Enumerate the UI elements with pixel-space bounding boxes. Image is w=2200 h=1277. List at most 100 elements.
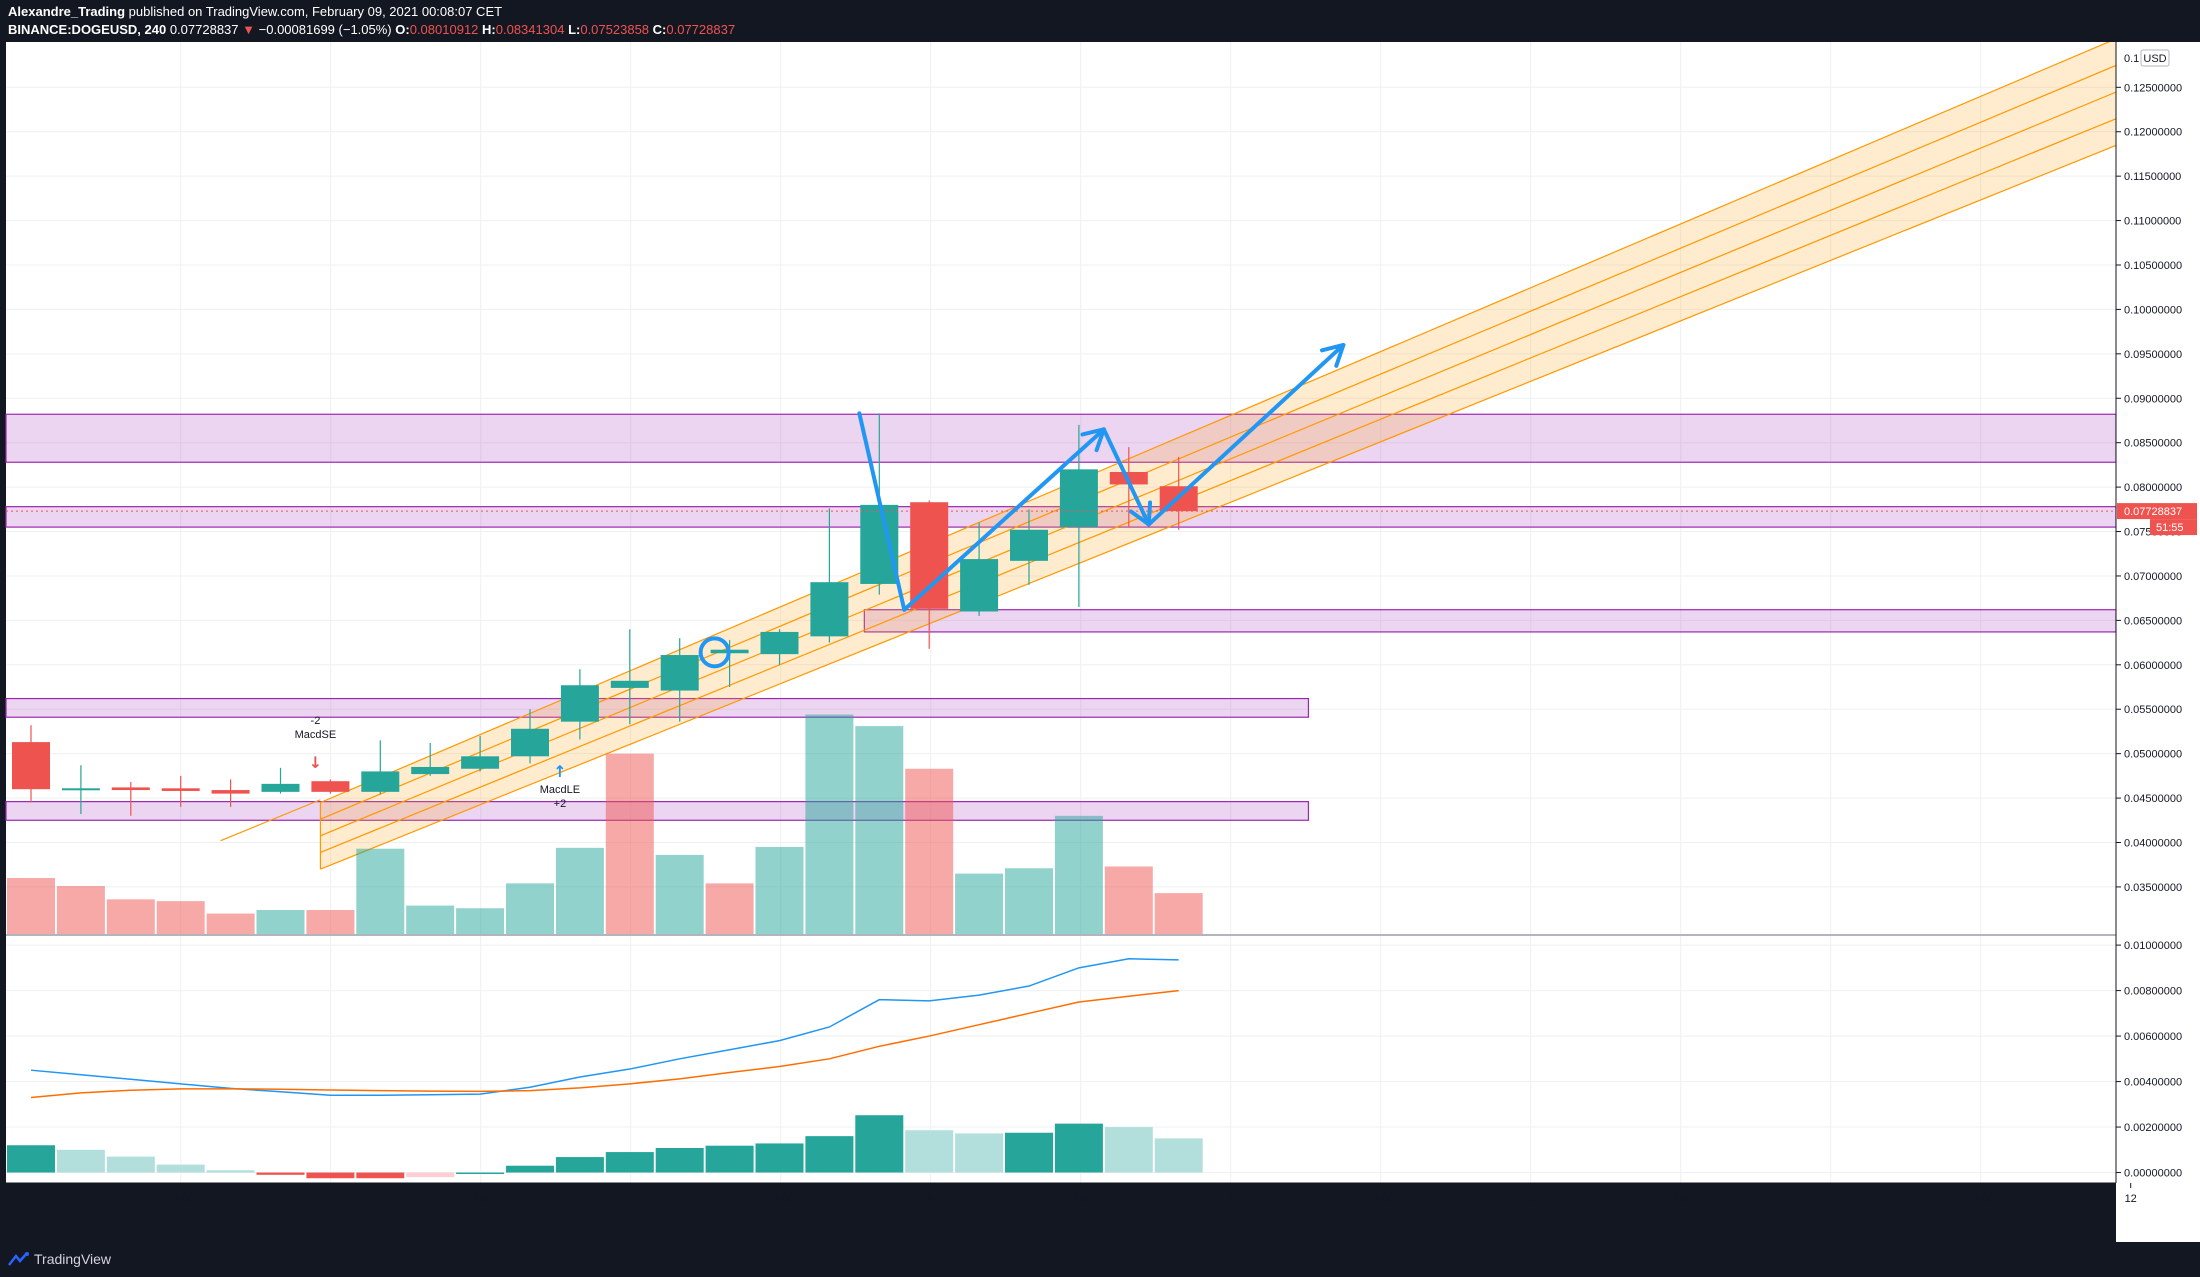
channel-line (320, 144, 2118, 870)
channel-fill (320, 42, 2117, 870)
macd-tick-label: 0.01000000 (2124, 940, 2182, 952)
macd-tick-label: 0.00800000 (2124, 986, 2182, 998)
macd-histogram-bar (206, 1170, 255, 1173)
tradingview-logo-icon[interactable] (8, 1252, 30, 1266)
time-tick-label: 7 (628, 1193, 634, 1205)
price-tick-label: 0.06000000 (2124, 660, 2182, 672)
volume-bar (506, 883, 554, 934)
marker-label-top: -2 (311, 715, 321, 727)
close-value: 0.07728837 (666, 22, 736, 37)
candle-body (361, 771, 400, 792)
channel-line (320, 117, 2118, 854)
time-tick-label: 13:00 (467, 1193, 495, 1205)
arrow-segment (902, 427, 1106, 612)
candle-body (760, 631, 799, 655)
channel-extension (220, 799, 321, 842)
price-tick-label: 0.04000000 (2124, 837, 2182, 849)
volume-bar (1104, 866, 1153, 934)
macd-histogram-bar (306, 1172, 355, 1179)
author-name[interactable]: Alexandre_Trading (8, 4, 126, 19)
time-tick-label: 10 (1525, 1193, 1537, 1205)
macd-histogram-bar (805, 1136, 854, 1173)
tradingview-brand[interactable]: TradingView (34, 1251, 112, 1267)
time-tick-label: 6 (328, 1193, 334, 1205)
macd-histogram-bar (56, 1149, 105, 1173)
volume-bar (655, 854, 704, 934)
marker-label-bottom: MacdSE (295, 729, 337, 741)
macd-histogram-bar (356, 1172, 405, 1179)
publish-info: published on TradingView.com, February 0… (128, 4, 503, 19)
candle-body (560, 685, 599, 722)
macd-histogram-bar (605, 1152, 654, 1173)
volume-bar (855, 726, 904, 934)
candle-body (960, 559, 999, 612)
volume-bars (7, 714, 1203, 934)
price-tick-label: 0.07000000 (2124, 571, 2182, 583)
price-tick-label: 0.09000000 (2124, 393, 2182, 405)
zone-box (5, 413, 2117, 463)
sell-arrow-icon: ↓ (309, 753, 322, 772)
arrow-segment (857, 411, 907, 612)
candle-body (261, 783, 300, 792)
volume-bar (306, 910, 355, 934)
macd-tick-label: 0.00200000 (2124, 1122, 2182, 1134)
last-price-badge (2117, 503, 2197, 520)
chart-header: Alexandre_Trading published on TradingVi… (0, 0, 2200, 42)
macd-histogram-bar (506, 1165, 554, 1173)
projection-arrows (857, 342, 1346, 612)
price-tick-label: 0.10500000 (2124, 260, 2182, 272)
candle-body (610, 680, 649, 688)
volume-bar (256, 910, 305, 934)
price-tick-label: 0.04500000 (2124, 793, 2182, 805)
candle-body (660, 655, 699, 691)
price-tick-label: 0.08000000 (2124, 482, 2182, 494)
volume-bar (905, 768, 954, 934)
candle-body (211, 790, 250, 794)
open-value: 0.08010912 (409, 22, 479, 37)
macd-histogram-bar (955, 1133, 1004, 1173)
marker-label-bottom: +2 (554, 798, 567, 810)
price-tick-label: 0.08500000 (2124, 438, 2182, 450)
candle-body (12, 742, 50, 790)
candle-body (810, 582, 849, 637)
price-tick-label: 0.10000000 (2124, 304, 2182, 316)
high-value: 0.08341304 (495, 22, 565, 37)
quote-line: BINANCE:DOGEUSD, 240 0.07728837 ▼ −0.000… (8, 22, 735, 37)
macd-histogram-bar (1104, 1127, 1153, 1173)
currency-label: USD (2143, 53, 2166, 65)
macd-histogram-bar (106, 1156, 155, 1173)
macd-histogram-bar (256, 1172, 305, 1175)
macd-tick-label: 0.00400000 (2124, 1077, 2182, 1089)
candle-body (161, 788, 200, 791)
price-tick-label: 0.09500000 (2124, 349, 2182, 361)
time-tick-label: 9 (1228, 1193, 1234, 1205)
candle-body (111, 787, 150, 791)
time-tick-label: 13:00 (167, 1193, 195, 1205)
volume-bar (356, 848, 405, 934)
volume-bar (156, 901, 205, 934)
candle-body (1010, 529, 1048, 561)
volume-bar (206, 913, 255, 934)
arrow-head-icon (1320, 342, 1346, 368)
macd-histogram-bar (755, 1143, 804, 1173)
time-tick-label: 11 (1825, 1193, 1836, 1205)
price-tick-label: 0.06500000 (2124, 615, 2182, 627)
time-tick-label: 13:00 (1967, 1193, 1995, 1205)
parallel-channel (220, 42, 2118, 870)
low-value: 0.07523858 (580, 22, 650, 37)
symbol-label[interactable]: BINANCE:DOGEUSD, 240 (8, 22, 167, 37)
time-tick-label: 12 (2125, 1193, 2137, 1205)
time-tick-label: 8 (928, 1193, 934, 1205)
axes: 0.12500000 0.12000000 0.11500000 0.11000000… (6, 42, 2200, 1242)
price-tick-label: 0.11000000 (2124, 216, 2181, 228)
macd-histogram-bar (1154, 1138, 1203, 1173)
last-price-label: 0.07728837 (2124, 506, 2182, 518)
zone-box (863, 609, 2117, 633)
price-tick-label: 0.11500000 (2124, 171, 2181, 183)
price-change: −0.00081699 (−1.05%) (258, 22, 392, 37)
candle-body (910, 502, 949, 609)
macd-line (30, 957, 1179, 1096)
last-price: 0.07728837 (169, 22, 239, 37)
macd-panel (6, 934, 2116, 1179)
